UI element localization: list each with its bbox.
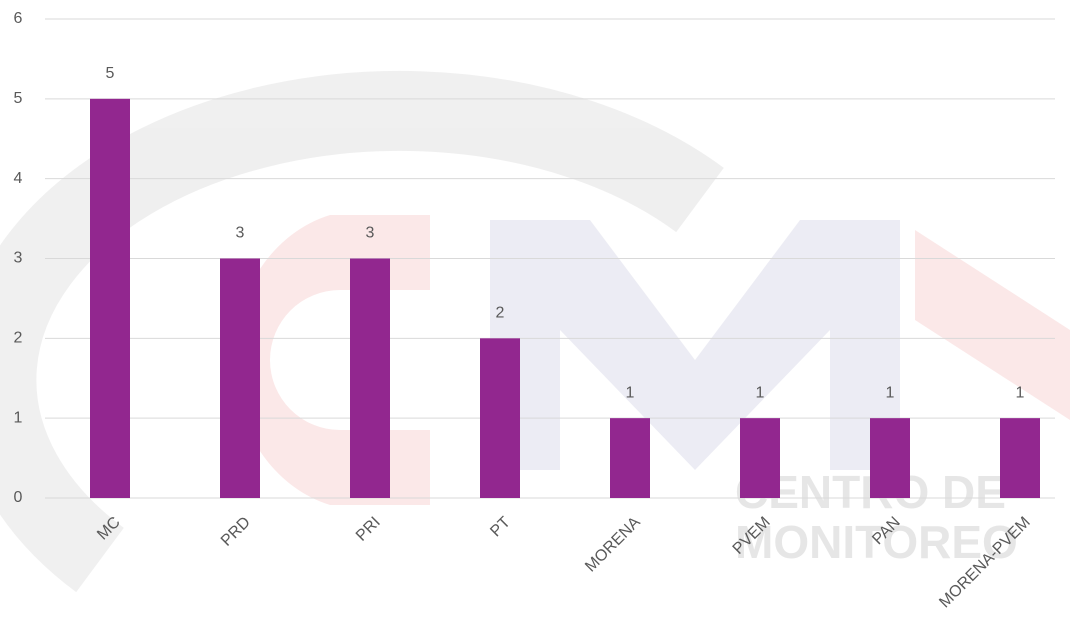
data-label: 3 xyxy=(236,225,245,242)
x-tick-label: PRI xyxy=(353,514,384,545)
y-tick-label: 1 xyxy=(14,409,23,426)
data-label: 3 xyxy=(366,225,375,242)
data-label: 1 xyxy=(1016,384,1025,401)
x-tick-label: PT xyxy=(487,514,514,541)
y-tick-label: 6 xyxy=(14,10,23,27)
bar xyxy=(350,258,390,498)
data-label: 1 xyxy=(756,384,765,401)
bar xyxy=(870,418,910,498)
bar xyxy=(610,418,650,498)
data-label: 1 xyxy=(886,384,895,401)
bar xyxy=(90,98,130,498)
bar xyxy=(480,338,520,498)
y-tick-label: 3 xyxy=(14,250,23,267)
y-tick-label: 2 xyxy=(14,330,23,347)
bar xyxy=(220,258,260,498)
watermark: CENTRO DE MONITOREO xyxy=(0,70,1070,593)
y-tick-label: 4 xyxy=(14,170,23,187)
data-label: 2 xyxy=(496,305,505,322)
data-label: 5 xyxy=(106,65,115,82)
bar xyxy=(740,418,780,498)
watermark-text: MONITOREO xyxy=(735,516,1018,568)
data-label: 1 xyxy=(626,384,635,401)
y-tick-label: 5 xyxy=(14,90,23,107)
watermark-v xyxy=(915,230,1070,420)
watermark-m xyxy=(490,220,900,470)
x-tick-label: MORENA xyxy=(582,514,644,576)
y-tick-label: 0 xyxy=(14,489,23,506)
x-tick-label: PRD xyxy=(218,514,254,550)
bar xyxy=(1000,418,1040,498)
